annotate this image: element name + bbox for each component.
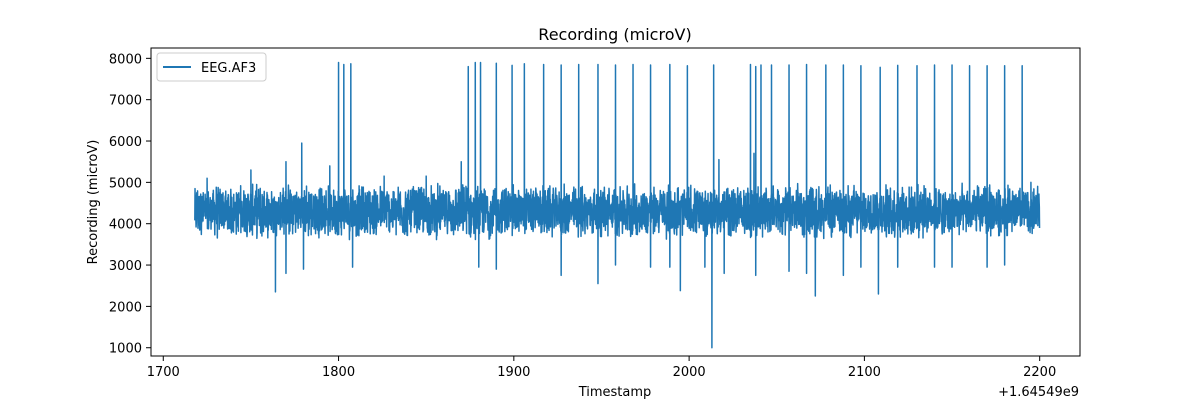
x-axis-offset-label: +1.64549e9	[998, 385, 1079, 400]
series-line-eeg-af3	[194, 61, 1041, 349]
y-tick-label: 8000	[109, 52, 142, 67]
plot-area	[194, 61, 1041, 349]
x-tick-label: 1700	[147, 365, 180, 380]
y-tick-label: 3000	[109, 259, 142, 274]
legend-frame	[156, 52, 267, 82]
x-tick-label: 2100	[848, 365, 881, 380]
legend: EEG.AF3	[156, 52, 267, 82]
y-tick-label: 2000	[109, 300, 142, 315]
y-tick-label: 7000	[109, 94, 142, 109]
axes-frame	[150, 47, 1081, 357]
y-tick-label: 4000	[109, 218, 142, 233]
x-tick-label: 1800	[322, 365, 355, 380]
x-axis-label: Timestamp	[578, 385, 652, 400]
y-tick-label: 6000	[109, 135, 142, 150]
axes: 1700 1800 1900 2000 2100 2200 1000 2000 3000 4000…	[109, 47, 1081, 380]
legend-label: EEG.AF3	[201, 61, 256, 76]
y-tick-label: 5000	[109, 176, 142, 191]
x-tick-label: 2000	[673, 365, 706, 380]
x-tick-label: 1900	[497, 365, 530, 380]
chart-title: Recording (microV)	[538, 25, 691, 44]
y-axis-label: Recording (microV)	[86, 140, 101, 265]
y-tick-label: 1000	[109, 342, 142, 357]
x-tick-label: 2200	[1023, 365, 1056, 380]
